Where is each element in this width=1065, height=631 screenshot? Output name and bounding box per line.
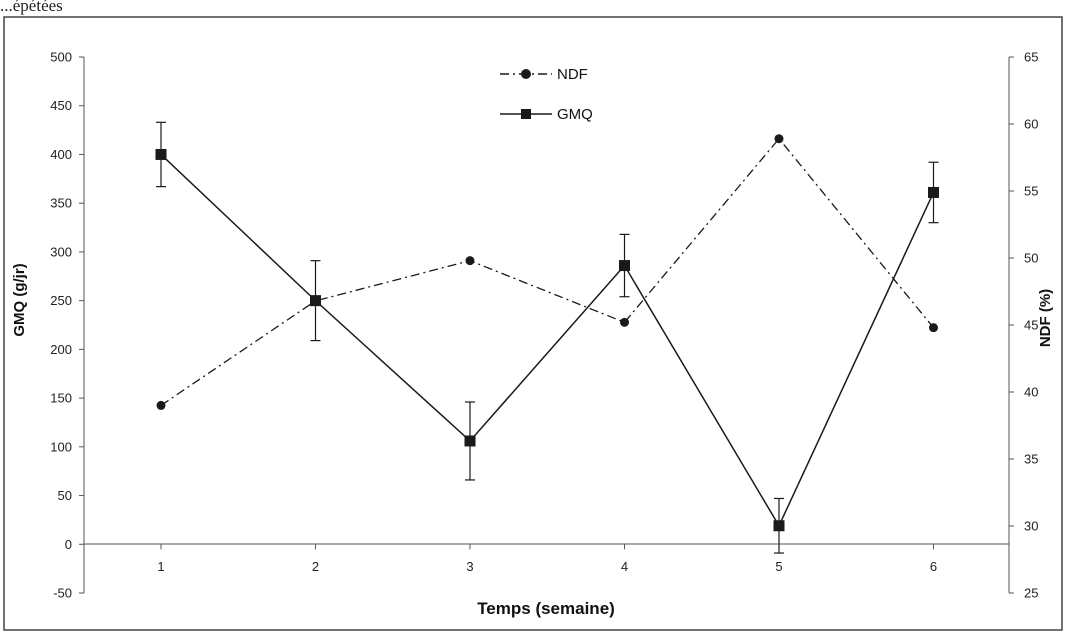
y2-tick-label: 45	[1024, 318, 1038, 333]
y-tick-label: 50	[58, 488, 72, 503]
ndf-point	[929, 323, 938, 333]
legend-gmq-label: GMQ	[557, 106, 593, 123]
y2-tick-label: 55	[1024, 184, 1038, 199]
gmq-point	[310, 295, 321, 307]
gmq-point	[619, 260, 630, 272]
y-tick-label: 350	[50, 196, 72, 211]
ndf-point	[774, 134, 784, 144]
y-tick-label: 250	[50, 293, 72, 308]
gmq-point	[773, 520, 785, 532]
ndf-point	[156, 400, 166, 410]
legend-ndf-label: NDF	[557, 66, 588, 83]
y-tick-label: 450	[50, 98, 72, 113]
x-tick-label: 2	[312, 559, 319, 574]
series-layer	[155, 121, 939, 554]
y-tick-label: 400	[50, 147, 72, 162]
y2-tick-label: 50	[1024, 251, 1038, 266]
legend-ndf-marker	[521, 69, 531, 79]
ndf-point	[465, 256, 475, 266]
x-tick-label: 3	[466, 559, 473, 574]
y-tick-label: 200	[50, 342, 72, 357]
y-tick-label: 500	[50, 50, 72, 65]
y-tick-label: 150	[50, 391, 72, 406]
gmq-point	[155, 148, 167, 160]
y2-tick-label: 40	[1024, 385, 1038, 400]
x-axis-title: Temps (semaine)	[477, 599, 615, 618]
x-tick-label: 6	[930, 559, 937, 574]
y-tick-label: 0	[65, 537, 72, 552]
right-axis-ticks: 25 30 35 40 45 50 55 60 65	[1009, 50, 1038, 601]
left-axis-ticks: -50 0 50 100 150 200 250 300 350 400 450 500	[50, 50, 84, 601]
y2-axis-title: NDF (%)	[1037, 289, 1054, 347]
cropped-caption-text: ...épétées	[0, 0, 63, 15]
y2-tick-label: 35	[1024, 452, 1038, 467]
legend: NDF GMQ	[500, 66, 593, 123]
gmq-point	[928, 186, 939, 198]
ndf-series-line	[160, 137, 935, 406]
x-tick-label: 5	[775, 559, 782, 574]
gmq-series-line	[160, 153, 935, 528]
y-tick-label: 100	[50, 439, 72, 454]
x-axis-ticks: 1 2 3 4 5 6	[157, 544, 937, 574]
x-tick-label: 1	[157, 559, 164, 574]
y2-tick-label: 65	[1024, 50, 1038, 65]
y2-tick-label: 60	[1024, 117, 1038, 132]
chart-frame	[3, 16, 1063, 631]
y2-tick-label: 30	[1024, 519, 1038, 534]
ndf-point	[620, 317, 629, 327]
y-tick-label: 300	[50, 244, 72, 259]
y2-tick-label: 25	[1024, 586, 1038, 601]
gmq-point	[464, 435, 476, 447]
y-tick-label: -50	[53, 586, 72, 601]
legend-gmq-marker	[521, 109, 531, 119]
x-tick-label: 4	[621, 559, 628, 574]
y-axis-title: GMQ (g/jr)	[11, 263, 28, 336]
